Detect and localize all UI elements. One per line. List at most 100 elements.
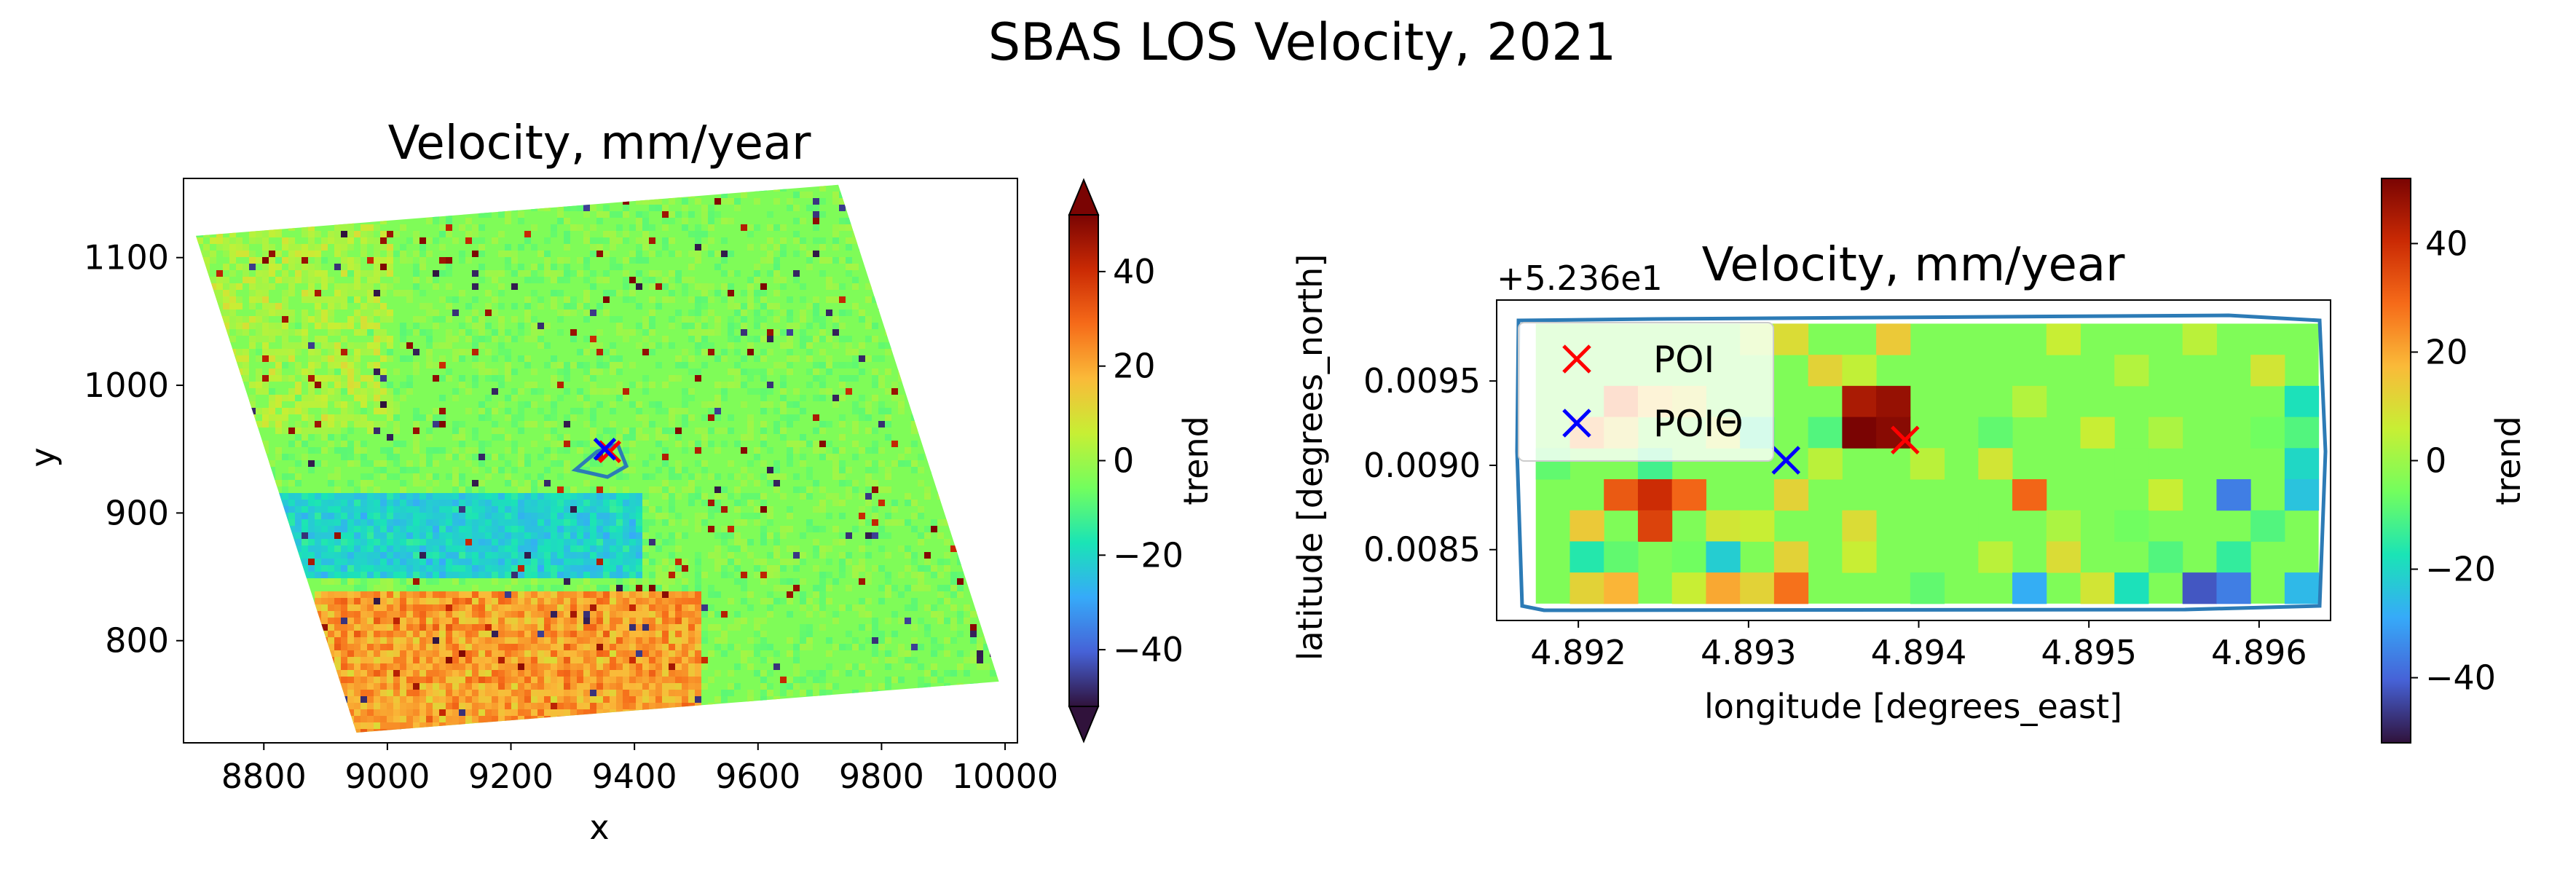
grid-cell	[1945, 511, 1979, 542]
right-y-tick-label: 0.0090	[1363, 446, 1481, 485]
colorbar-tick-label: −40	[1113, 630, 1183, 669]
grid-cell	[2183, 572, 2217, 604]
grid-cell	[1978, 417, 2012, 449]
grid-cell	[2012, 572, 2047, 604]
grid-cell	[1808, 355, 1843, 386]
colorbar-tick-label: 20	[2425, 332, 2468, 371]
grid-cell	[1774, 479, 1808, 511]
colorbar-gradient	[2382, 178, 2411, 743]
left-x-ticks: 8800 9000 9200 9400 9600 9800 10000	[221, 743, 1058, 796]
grid-cell	[2047, 511, 2081, 542]
left-x-tick-label: 9200	[468, 757, 554, 796]
grid-cell	[1978, 541, 2012, 572]
left-velocity-field	[184, 178, 1023, 749]
grid-cell	[2148, 541, 2183, 572]
colorbar-label: trend	[1176, 416, 1216, 505]
left-y-tick-label: 900	[105, 493, 169, 532]
grid-cell	[1876, 417, 1910, 449]
grid-cell	[2114, 511, 2148, 542]
right-legend: POI POIΘ	[1519, 323, 1773, 461]
grid-cell	[1672, 479, 1706, 511]
grid-cell	[2081, 417, 2115, 449]
colorbar-tick-label: 40	[2425, 224, 2468, 263]
right-y-tick-label: 0.0085	[1363, 530, 1481, 570]
grid-cell	[1672, 541, 1706, 572]
grid-cell	[2114, 355, 2148, 386]
left-x-tick-label: 9400	[592, 757, 677, 796]
grid-cell	[1740, 511, 1774, 542]
left-x-tick-label: 9600	[715, 757, 800, 796]
grid-cell	[1842, 386, 1876, 417]
left-y-tick-label: 1000	[84, 366, 169, 405]
colorbar-tick-label: 40	[1113, 252, 1156, 291]
grid-cell	[1808, 448, 1843, 479]
grid-cell	[2285, 386, 2319, 417]
left-y-tick-label: 1100	[84, 238, 169, 277]
left-x-tick-label: 9000	[344, 757, 430, 796]
legend-label-poi0: POIΘ	[1653, 403, 1744, 445]
left-y-axis-label: y	[23, 447, 63, 467]
grid-cell	[1740, 572, 1774, 604]
left-plot-area	[184, 178, 1023, 749]
colorbar-extend-min	[1069, 706, 1098, 741]
grid-cell	[2012, 386, 2047, 417]
grid-cell	[2216, 541, 2250, 572]
right-x-tick-label: 4.893	[1701, 633, 1797, 672]
colorbar-tick-label: −40	[2425, 658, 2496, 698]
grid-cell	[1910, 572, 1945, 604]
grid-cell	[1842, 511, 1876, 542]
grid-cell	[2183, 323, 2217, 355]
colorbar-label: trend	[2489, 416, 2528, 505]
grid-cell	[1842, 355, 1876, 386]
colorbar-gradient	[1069, 215, 1098, 706]
grid-cell	[2285, 448, 2319, 479]
left-x-tick-label: 8800	[221, 757, 307, 796]
grid-cell	[2047, 541, 2081, 572]
grid-cell	[1604, 572, 1638, 604]
figure-suptitle: SBAS LOS Velocity, 2021	[988, 12, 1617, 72]
right-x-tick-label: 4.894	[1871, 633, 1967, 672]
grid-cell	[2216, 479, 2250, 511]
left-x-tick-label: 9800	[839, 757, 924, 796]
grid-cell	[1706, 572, 1740, 604]
grid-cell	[1774, 572, 1808, 604]
grid-cell	[1842, 541, 1876, 572]
grid-cell	[2250, 511, 2285, 542]
legend-label-poi: POI	[1653, 339, 1714, 381]
right-x-tick-label: 4.896	[2211, 633, 2307, 672]
grid-cell	[2081, 572, 2115, 604]
grid-cell	[1774, 541, 1808, 572]
left-x-tick-label: 10000	[952, 757, 1058, 796]
grid-cell	[1569, 572, 1604, 604]
colorbar-tick-label: 0	[2425, 441, 2446, 481]
grid-cell	[1672, 572, 1706, 604]
left-y-tick-label: 800	[105, 621, 169, 661]
grid-cell	[1706, 541, 1740, 572]
grid-cell	[1842, 417, 1876, 449]
grid-cell	[1638, 511, 1672, 542]
grid-cell	[1808, 417, 1843, 449]
grid-cell	[1876, 386, 1910, 417]
colorbar-tick-label: 20	[1113, 347, 1156, 386]
colorbar-tick-label: 0	[1113, 441, 1134, 481]
grid-cell	[1978, 448, 2012, 479]
grid-cell	[2216, 572, 2250, 604]
grid-cell	[1604, 479, 1638, 511]
grid-cell	[1604, 541, 1638, 572]
grid-cell	[2285, 479, 2319, 511]
grid-cell	[1706, 511, 1740, 542]
grid-cell	[2114, 448, 2148, 479]
right-y-axis-label: latitude [degrees_north]	[1291, 254, 1330, 661]
right-x-axis-label: longitude [degrees_east]	[1704, 687, 2122, 726]
grid-cell	[2148, 479, 2183, 511]
left-y-ticks: 800 900 1000 1100	[84, 238, 184, 661]
grid-cell	[2285, 417, 2319, 449]
left-colorbar: 40 20 0 −20 −40 trend	[1069, 180, 1216, 741]
colorbar-tick-label: −20	[1113, 535, 1183, 575]
